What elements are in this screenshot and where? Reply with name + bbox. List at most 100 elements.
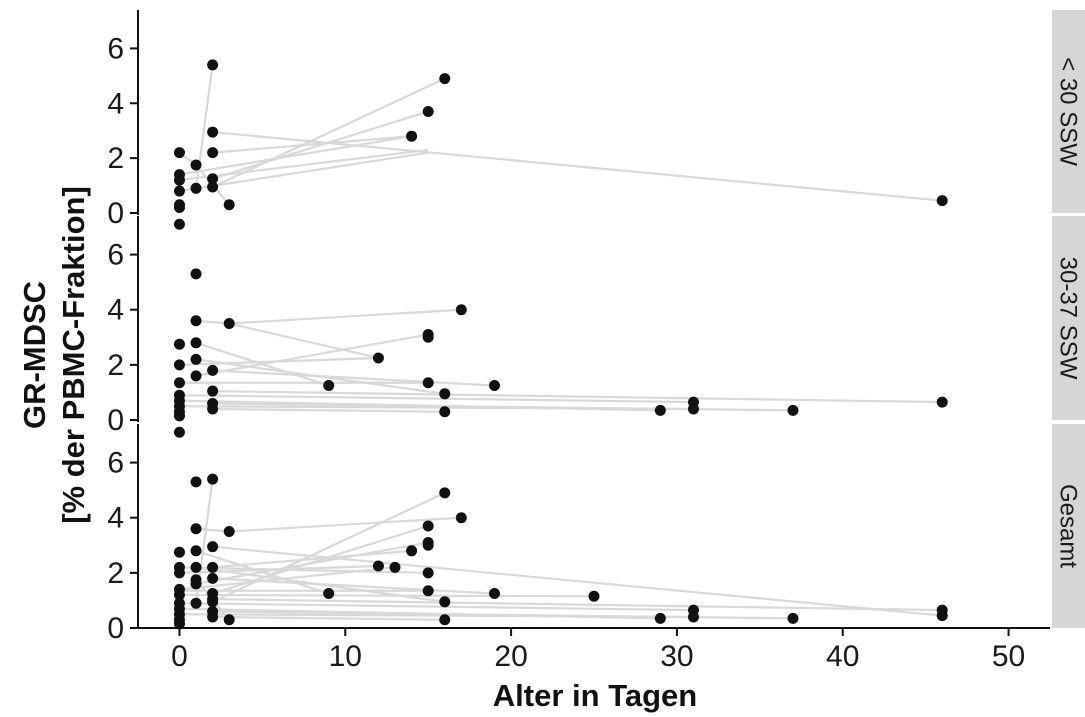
connector-line — [179, 613, 694, 619]
data-point — [422, 539, 434, 551]
data-point — [190, 597, 202, 609]
x-tick-label: 40 — [826, 640, 859, 673]
data-point — [207, 561, 219, 573]
chart-panels: 0 2 4 6 < 30 SSW 0 2 4 6 30-37 SSW 0 2 4 6 Gesamt — [107, 10, 1085, 645]
y-axis-title-line-2: [% der PBMC-Fraktion] — [56, 186, 91, 524]
connector-line — [195, 333, 429, 377]
data-point — [223, 318, 235, 330]
data-point — [588, 590, 600, 602]
connector-line — [195, 341, 330, 387]
data-point — [173, 185, 185, 197]
connector-line — [179, 356, 379, 366]
data-point — [207, 181, 219, 193]
y-tick-label: 6 — [107, 239, 124, 272]
data-point — [389, 561, 401, 573]
data-point — [190, 523, 202, 535]
data-point — [190, 545, 202, 557]
y-tick-label: 4 — [107, 502, 124, 535]
data-point — [654, 404, 666, 416]
facet-strip-label: < 30 SSW — [1055, 57, 1082, 166]
connector-line — [212, 77, 446, 188]
y-tick-label: 0 — [107, 197, 124, 230]
data-point — [406, 130, 418, 142]
facet-strip-label: 30-37 SSW — [1055, 257, 1082, 380]
x-tick-label: 30 — [660, 640, 693, 673]
connector-line — [212, 130, 943, 202]
x-tick-label: 0 — [171, 640, 188, 673]
connector-line — [212, 407, 445, 413]
data-point — [173, 377, 185, 389]
data-point — [439, 73, 451, 85]
y-tick-label: 0 — [107, 404, 124, 437]
data-point — [489, 380, 501, 392]
data-point — [173, 338, 185, 350]
data-point — [687, 403, 699, 415]
x-tick-label: 50 — [992, 640, 1025, 673]
data-point — [173, 174, 185, 186]
data-point — [190, 476, 202, 488]
connector-line — [229, 308, 462, 325]
y-tick-label: 2 — [107, 142, 124, 175]
data-point — [207, 173, 219, 185]
data-point — [190, 268, 202, 280]
data-point — [190, 578, 202, 590]
data-point — [207, 147, 219, 159]
data-point — [190, 315, 202, 327]
connector-line — [229, 516, 462, 533]
x-tick-label: 10 — [329, 640, 362, 673]
connector-line — [179, 566, 429, 574]
data-point — [207, 596, 219, 608]
data-point — [439, 487, 451, 499]
facet-strip — [1052, 424, 1085, 628]
data-point — [439, 596, 451, 608]
connector-line — [212, 110, 429, 180]
y-tick-label: 2 — [107, 557, 124, 590]
data-point — [372, 560, 384, 572]
y-tick-label: 4 — [107, 87, 124, 120]
connector-line — [212, 615, 445, 621]
data-point — [207, 126, 219, 138]
data-point — [439, 406, 451, 418]
connector-line — [212, 369, 495, 387]
data-point — [173, 202, 185, 214]
connector-line — [179, 405, 694, 411]
data-point — [207, 59, 219, 71]
data-point — [207, 572, 219, 584]
panel-1: 0 2 4 6 30-37 SSW — [107, 216, 1085, 437]
data-point — [190, 561, 202, 573]
data-point — [190, 337, 202, 349]
data-point — [173, 567, 185, 579]
data-point — [207, 385, 219, 397]
x-tick-label: 20 — [494, 640, 527, 673]
connector-line — [179, 602, 694, 612]
connector-line — [228, 322, 379, 360]
connector-line — [212, 135, 412, 154]
data-point — [406, 545, 418, 557]
data-point — [787, 612, 799, 624]
y-tick-label: 6 — [107, 32, 124, 65]
data-point — [489, 588, 501, 600]
y-tick-label: 2 — [107, 349, 124, 382]
data-point — [223, 526, 235, 538]
data-point — [936, 610, 948, 622]
data-point — [687, 611, 699, 623]
connector-line — [212, 549, 412, 569]
data-point — [455, 304, 467, 316]
data-point — [323, 380, 335, 392]
data-point — [173, 546, 185, 558]
data-point — [173, 589, 185, 601]
data-point — [173, 359, 185, 371]
data-point — [207, 541, 219, 553]
connector-line — [195, 527, 230, 533]
data-point — [173, 426, 185, 438]
facet-strip — [1052, 216, 1085, 420]
data-point — [372, 352, 384, 364]
x-axis-title: Alter in Tagen — [493, 678, 697, 713]
connector-line — [179, 394, 694, 404]
data-point — [439, 614, 451, 626]
data-point — [455, 512, 467, 524]
y-tick-label: 6 — [107, 447, 124, 480]
data-point — [654, 612, 666, 624]
connector-line — [195, 541, 429, 585]
